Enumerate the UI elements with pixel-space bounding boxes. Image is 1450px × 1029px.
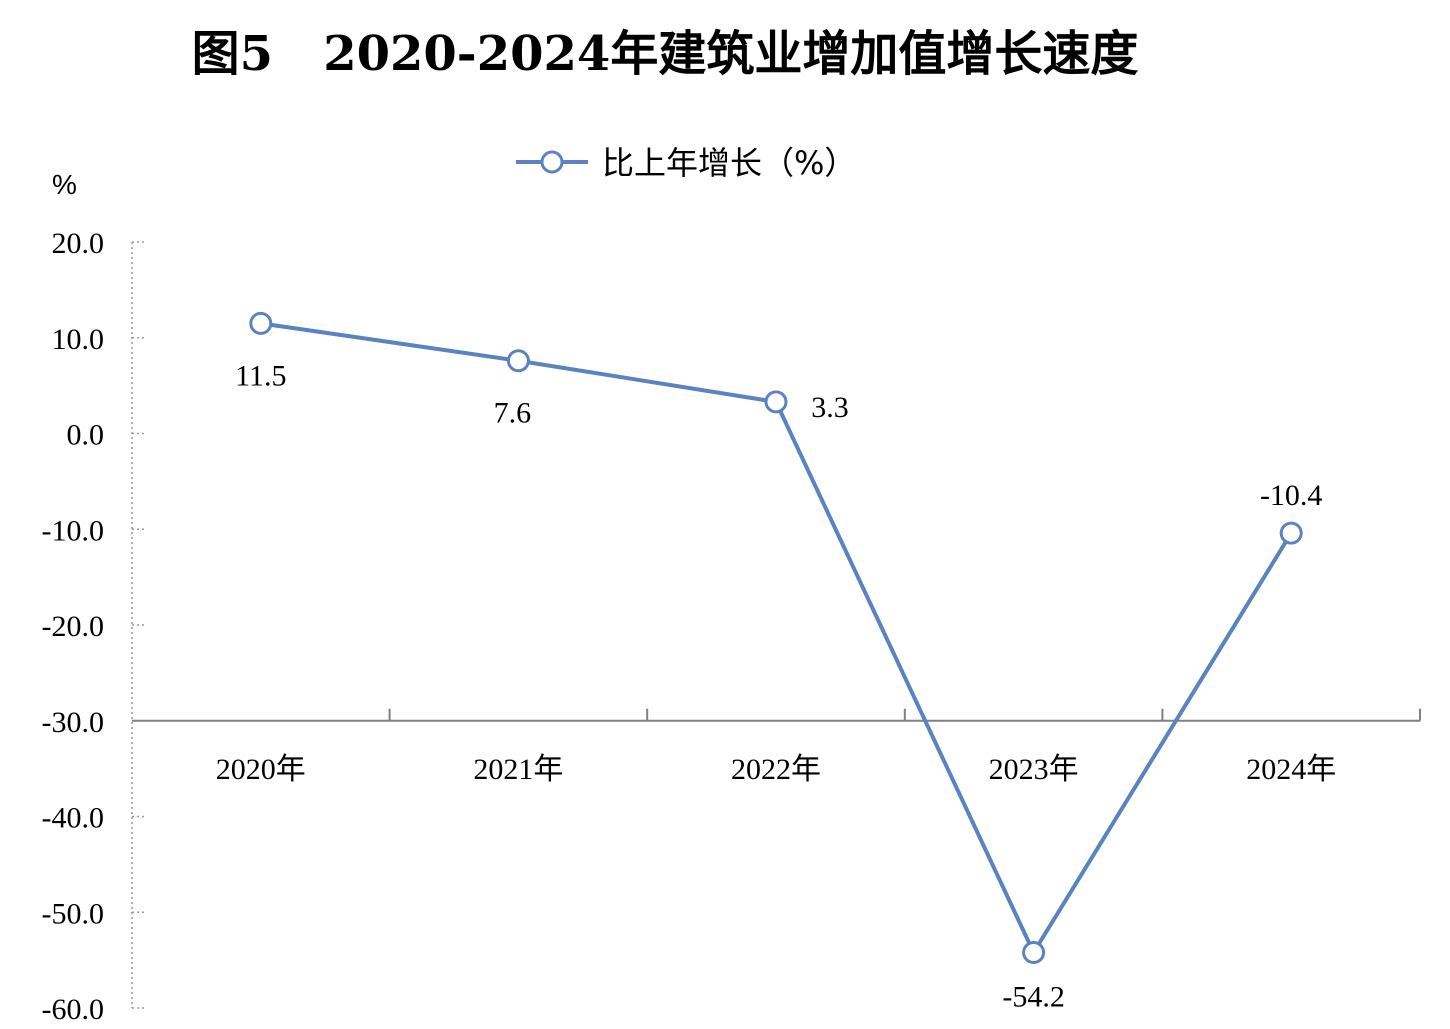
data-point [506, 349, 530, 373]
y-tick-label: -20.0 [42, 610, 105, 643]
data-label: -10.4 [1260, 479, 1323, 512]
data-label: 7.6 [494, 397, 532, 430]
x-tick-label: 2023年 [989, 753, 1079, 786]
legend: 比上年增长（%） [516, 144, 856, 182]
y-tick-label: -30.0 [42, 706, 105, 739]
y-tick-label: 0.0 [67, 419, 105, 452]
y-tick-label: 20.0 [52, 227, 105, 260]
series-line [260, 321, 1293, 955]
x-tick-label: 2021年 [473, 753, 563, 786]
data-point [1022, 940, 1046, 964]
x-tick-label: 2024年 [1246, 753, 1336, 786]
data-label: 3.3 [811, 391, 849, 424]
y-tick-label: -10.0 [42, 514, 105, 547]
y-tick-label: -60.0 [42, 993, 105, 1026]
y-tick-label: 10.0 [52, 323, 105, 356]
y-axis: 20.0 10.0 0.0 -10.0 -20.0 -30.0 -40.0 -50.0 -60.… [42, 227, 146, 1026]
legend-marker [540, 150, 564, 174]
data-point [764, 390, 788, 414]
series: 11.5 7.6 3.3 -54.2 -10.4 [235, 311, 1323, 1013]
data-point [1279, 521, 1303, 545]
y-tick-label: -40.0 [42, 802, 105, 835]
y-tick-label: -50.0 [42, 897, 105, 930]
legend-label: 比上年增长（%） [602, 144, 856, 182]
x-tick-label: 2020年 [216, 753, 306, 786]
y-axis-unit: % [52, 169, 77, 200]
data-label: -54.2 [1002, 980, 1065, 1013]
x-axis: 2020年 2021年 2022年 2023年 2024年 [132, 708, 1421, 786]
chart-title: 图5 2020-2024年建筑业增加值增长速度 [191, 26, 1139, 82]
data-point [249, 311, 273, 335]
x-tick-label: 2022年 [731, 753, 821, 786]
data-label: 11.5 [235, 359, 286, 392]
